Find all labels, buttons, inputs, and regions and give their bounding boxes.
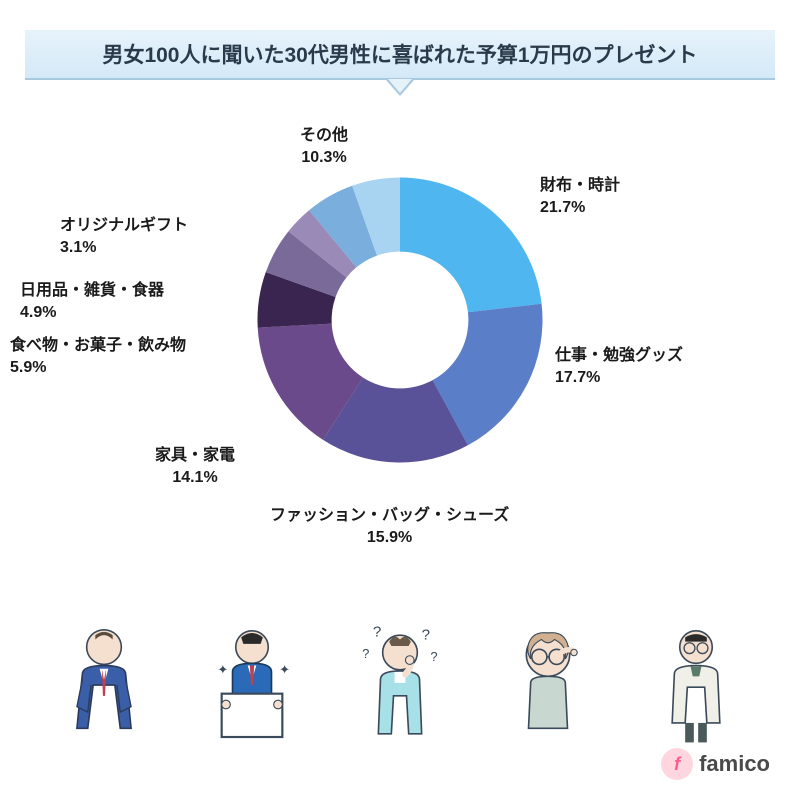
svg-text:?: ? <box>430 649 437 664</box>
svg-text:?: ? <box>362 646 369 661</box>
slice-label: ファッション・バッグ・シューズ15.9% <box>270 505 509 550</box>
slice <box>400 178 542 313</box>
person-businessman-icon <box>49 620 159 750</box>
slice-label: 財布・時計21.7% <box>540 175 620 220</box>
svg-text:?: ? <box>373 623 381 640</box>
slice-label: 家具・家電14.1% <box>155 445 235 490</box>
slice-label: 仕事・勉強グッズ17.7% <box>555 345 683 390</box>
slice-label: 食べ物・お菓子・飲み物5.9% <box>10 335 186 380</box>
person-holding-sign-icon: ✦ ✦ <box>197 620 307 750</box>
svg-text:✦: ✦ <box>279 662 290 677</box>
title-bar: 男女100人に聞いた30代男性に喜ばれた予算1万円のプレゼント <box>25 30 775 80</box>
donut-chart <box>250 170 550 470</box>
svg-text:✦: ✦ <box>217 662 228 677</box>
page-title: 男女100人に聞いた30代男性に喜ばれた予算1万円のプレゼント <box>102 39 697 69</box>
slice-label: 日用品・雑貨・食器4.9% <box>20 280 164 325</box>
chart-area: 財布・時計21.7% 仕事・勉強グッズ17.7% ファッション・バッグ・シューズ15… <box>0 110 800 630</box>
person-casual-icon <box>641 620 751 750</box>
person-thinking-icon: ? ? ? ? <box>345 620 455 750</box>
people-illustrations: ✦ ✦ ? ? ? ? <box>0 620 800 750</box>
logo: f famico <box>661 748 770 780</box>
logo-text: famico <box>699 751 770 777</box>
svg-text:?: ? <box>422 627 430 644</box>
title-pointer <box>386 80 414 96</box>
slice-label: オリジナルギフト3.1% <box>60 215 188 260</box>
person-glasses-icon <box>493 620 603 750</box>
logo-icon: f <box>661 748 693 780</box>
slice-label: その他10.3% <box>300 125 348 170</box>
